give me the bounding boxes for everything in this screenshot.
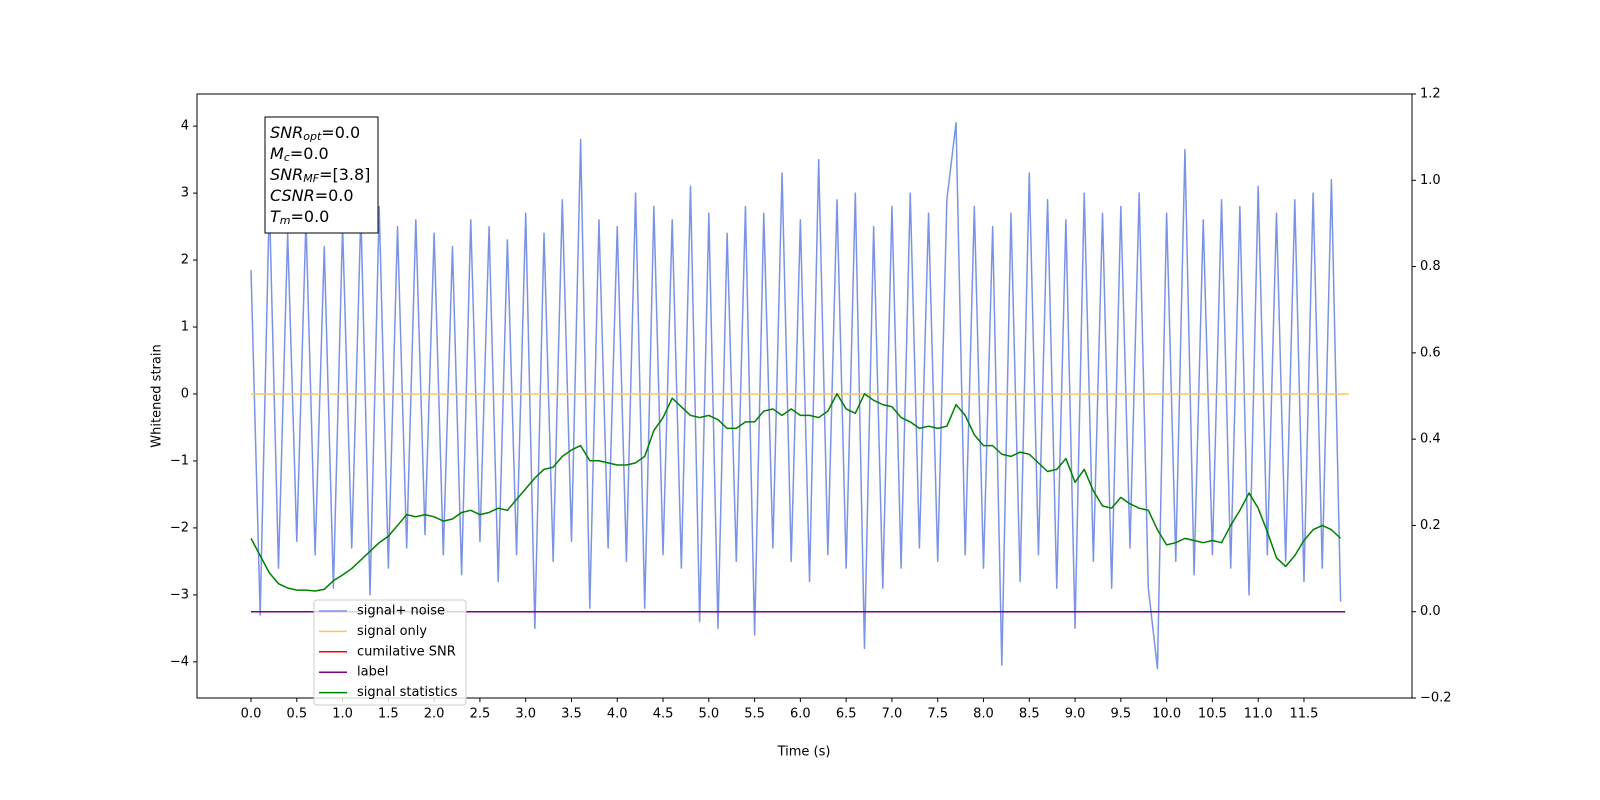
y2-tick-label: 0.2 (1420, 518, 1441, 533)
annotation-line: CSNR=0.0 (270, 186, 354, 205)
x-tick-label: 9.5 (1110, 707, 1131, 722)
x-tick-label: 2.5 (470, 707, 491, 722)
y-tick-label: 1 (181, 320, 189, 335)
x-tick-label: 0.0 (241, 707, 262, 722)
x-tick-label: 8.5 (1019, 707, 1040, 722)
x-tick-label: 10.5 (1198, 707, 1227, 722)
y-tick-label: −2 (170, 520, 189, 535)
y-tick-label: 4 (181, 119, 189, 134)
annotation-subscript: opt (303, 130, 322, 143)
x-tick-label: 1.5 (378, 707, 399, 722)
annotation-value: =0.0 (290, 144, 329, 163)
y2-tick-label: 0.8 (1420, 259, 1441, 274)
x-tick-label: 4.5 (653, 707, 674, 722)
y-axis-label: Whitened strain (150, 344, 165, 447)
annotation-symbol: T (270, 207, 281, 226)
x-tick-label: 4.0 (607, 707, 628, 722)
series-line (250, 122, 1342, 670)
plot-frame (196, 93, 1413, 699)
x-tick-label: 9.0 (1065, 707, 1086, 722)
y2-tick-label: 1.2 (1420, 87, 1441, 102)
x-axis-label: Time (s) (777, 745, 831, 760)
y2-tick-label: −0.2 (1420, 691, 1452, 706)
annotation-symbol: CSNR (270, 186, 315, 205)
annotation-subscript: c (284, 151, 290, 164)
x-tick-label: 2.0 (424, 707, 445, 722)
x-tick-label: 3.5 (561, 707, 582, 722)
y-tick-label: −3 (170, 587, 189, 602)
y-tick-label: 0 (181, 386, 189, 401)
annotation-symbol: M (270, 144, 284, 163)
annotation-subscript: MF (303, 172, 319, 185)
annotation-value: =0.0 (291, 207, 330, 226)
y-tick-label: 2 (181, 253, 189, 268)
annotation-subscript: m (280, 214, 291, 227)
series-line (250, 393, 1342, 592)
x-tick-label: 11.5 (1289, 707, 1318, 722)
x-tick-label: 7.5 (927, 707, 948, 722)
y2-tick-label: 0.4 (1420, 432, 1441, 447)
legend-label: label (357, 665, 388, 680)
legend-label: signal only (357, 624, 427, 639)
x-tick-label: 8.0 (973, 707, 994, 722)
x-tick-label: 6.5 (836, 707, 857, 722)
x-tick-label: 7.0 (882, 707, 903, 722)
x-tick-label: 10.0 (1152, 707, 1181, 722)
annotation-symbol: SNR (270, 123, 303, 142)
legend-label: cumilative SNR (357, 644, 456, 659)
legend-label: signal+ noise (357, 604, 445, 619)
x-tick-label: 3.0 (515, 707, 536, 722)
x-tick-label: 6.0 (790, 707, 811, 722)
annotation-value: =0.0 (315, 186, 354, 205)
y-tick-label: 3 (181, 186, 189, 201)
x-tick-label: 0.5 (286, 707, 307, 722)
y-tick-label: −1 (170, 453, 189, 468)
y-tick-label: −4 (170, 654, 189, 669)
annotation-value: =0.0 (321, 123, 360, 142)
y2-tick-label: 1.0 (1420, 173, 1441, 188)
x-tick-label: 11.0 (1244, 707, 1273, 722)
x-tick-label: 5.5 (744, 707, 765, 722)
x-tick-label: 1.0 (332, 707, 353, 722)
y2-tick-label: 0.0 (1420, 604, 1441, 619)
annotation-line: Mc=0.0 (270, 144, 329, 165)
legend-label: signal statistics (357, 685, 458, 700)
annotation-line: Tm=0.0 (270, 207, 329, 228)
annotation-line: SNRMF=[3.8] (270, 165, 370, 186)
annotation-line: SNRopt=0.0 (270, 123, 360, 144)
annotation-box (264, 116, 379, 234)
annotation-value: =[3.8] (319, 165, 370, 184)
x-tick-label: 5.0 (698, 707, 719, 722)
annotation-symbol: SNR (270, 165, 303, 184)
legend-box (313, 599, 467, 706)
y2-tick-label: 0.6 (1420, 345, 1441, 360)
